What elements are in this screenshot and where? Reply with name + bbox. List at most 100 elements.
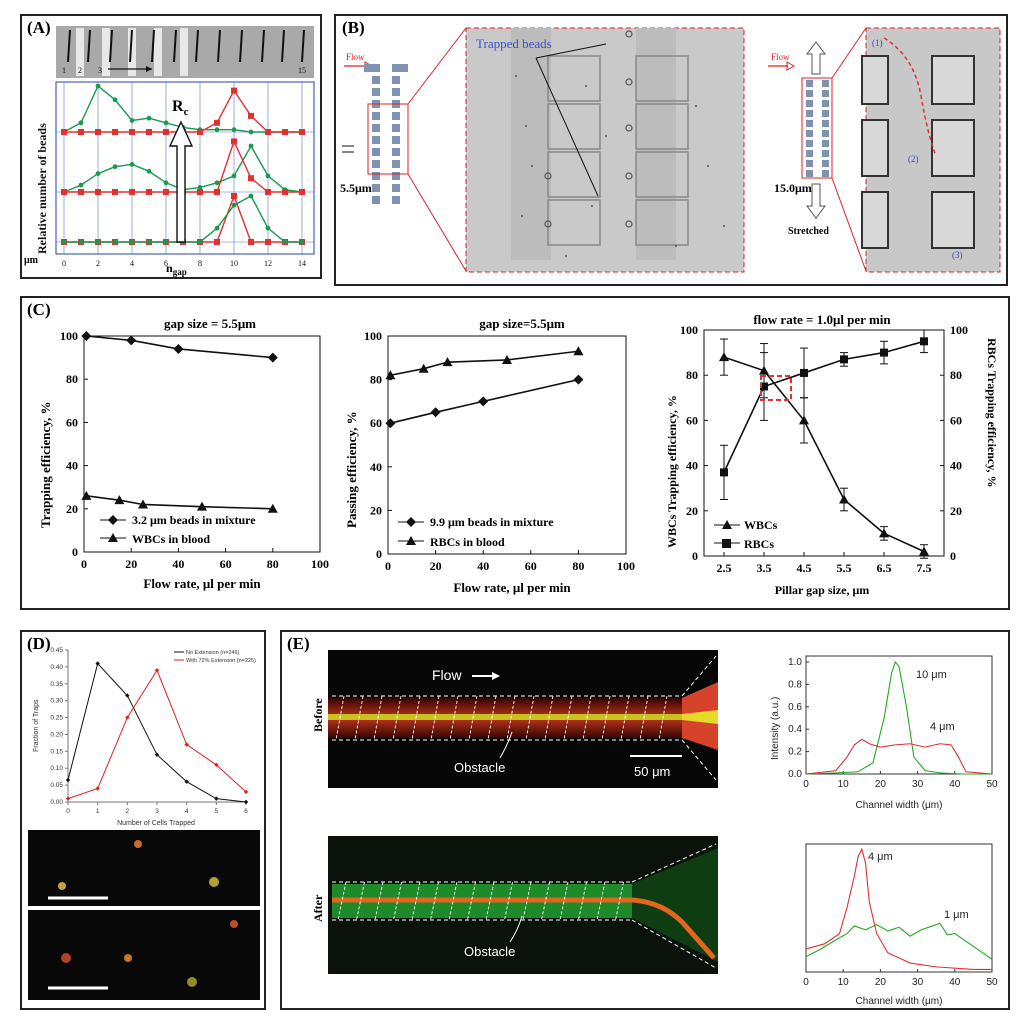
trapped-beads-label: Trapped beads — [476, 36, 552, 51]
strip-number-2: 2 — [78, 66, 82, 75]
flow-arrowhead-right — [786, 61, 796, 71]
series-line-1 — [805, 847, 992, 970]
series-line-2 — [805, 738, 993, 775]
obstacle-slant — [356, 881, 365, 921]
stretched-traps — [861, 55, 975, 249]
data-point-square — [146, 189, 152, 195]
fluorescent-cells-1 — [58, 840, 219, 890]
y-tick-label: 20 — [686, 504, 698, 518]
zoom-line-3 — [831, 27, 867, 79]
data-point-square — [214, 119, 220, 126]
pillar-array-right — [806, 80, 829, 177]
chart3-legend-1: WBCs — [744, 518, 778, 532]
y-tick-label: 80 — [370, 373, 382, 387]
data-point-circle — [163, 239, 169, 245]
pillar — [822, 120, 829, 127]
pillar — [372, 136, 380, 144]
x-tick-label: 0 — [803, 779, 809, 790]
data-point-square — [920, 337, 928, 346]
obstacle-label-1: Obstacle — [454, 760, 505, 775]
data-point-square — [231, 87, 237, 94]
x-tick-label: 60 — [220, 557, 232, 571]
series-line-2 — [723, 340, 925, 473]
panel-a-ylabel: Relative number of beads — [35, 123, 49, 254]
crossover-highlight-box — [760, 375, 792, 401]
data-point-diamond — [173, 343, 184, 354]
y-tick-label: 0.45 — [50, 647, 63, 654]
plot1-series — [805, 660, 993, 775]
panel-d-label: (D) — [27, 634, 51, 653]
x-tick-label: 7.5 — [917, 561, 932, 575]
pillar — [806, 160, 813, 167]
y-right-tick-label: 60 — [950, 413, 962, 427]
plot2-annotation-1: 4 μm — [868, 851, 893, 863]
chart1-legend: 3.2 μm beads in mixture WBCs in blood — [100, 513, 256, 546]
data-point-triangle — [573, 346, 584, 356]
pillar — [372, 160, 380, 168]
strip-arrowhead — [146, 66, 152, 72]
intensity-plot-before: 0 10 20 30 40 50 0.0 0.2 0.4 0.6 0.8 1.0 Intensity … — [770, 655, 998, 811]
data-point-square — [95, 189, 101, 195]
data-point-triangle — [81, 490, 92, 500]
x-tick-label: 40 — [949, 779, 961, 790]
panel-d-legend: No Extension (n=246) With 72% Extension … — [174, 650, 256, 664]
obstacle-slant — [522, 881, 532, 921]
data-point-square — [231, 138, 237, 145]
rc-arrow — [168, 120, 194, 243]
pillar — [822, 90, 829, 97]
panel-d: (D) 0 1 2 3 4 5 6 0.00 0.05 0.10 0.15 0.20 0.25 0.30 0… — [20, 630, 266, 1010]
data-point-square — [197, 189, 203, 195]
obstacle-slant — [639, 695, 649, 741]
data-point-square — [231, 193, 237, 199]
data-point-circle — [248, 129, 254, 135]
x-tick-label: 10 — [230, 259, 238, 268]
chart-cells-trapped: 0 1 2 3 4 5 6 0.00 0.05 0.10 0.15 0.20 0.25 0.30 0.35 0… — [33, 647, 256, 827]
chart2-ylabel: Passing efficiency, % — [344, 411, 359, 528]
fluorescence-image-1 — [28, 830, 260, 906]
series-line-1 — [805, 660, 992, 775]
x-tick-label: 2.5 — [717, 561, 732, 575]
flow-label-left: Flow — [346, 52, 365, 62]
data-point-circle — [146, 168, 152, 174]
x-tick-label: 12 — [264, 259, 272, 268]
trap-cells — [547, 55, 689, 246]
data-point-square — [214, 239, 220, 245]
obstacle-slant — [467, 881, 476, 921]
before-outlet-center — [682, 710, 718, 724]
obstacle-slant — [468, 695, 478, 741]
pillar — [392, 160, 400, 168]
x-tick-label: 40 — [477, 559, 489, 573]
obstacle-slant — [393, 881, 402, 921]
pillar — [392, 148, 400, 156]
panel-d-xlabel: Number of Cells Trapped — [117, 820, 195, 827]
data-point-circle — [231, 127, 237, 133]
pillar — [806, 170, 813, 177]
y-tick-label: 0.30 — [50, 698, 63, 705]
flow-label-e: Flow — [432, 667, 462, 683]
chart1-frame — [83, 335, 321, 553]
y-tick-label: 60 — [686, 413, 698, 427]
obstacle-slant — [354, 695, 364, 741]
data-point-circle — [95, 239, 101, 245]
data-point-square — [214, 189, 220, 195]
y-tick-label: 80 — [686, 368, 698, 382]
data-point-circle — [265, 173, 271, 179]
x-tick-label: 80 — [267, 557, 279, 571]
obstacle-slant — [578, 881, 587, 921]
data-point-triangle — [197, 501, 207, 511]
data-point-square — [78, 129, 84, 135]
y-tick-label: 0 — [72, 545, 78, 559]
data-point-square — [61, 129, 67, 135]
y-tick-label: 0.40 — [50, 664, 63, 671]
x-tick-label: 60 — [525, 559, 537, 573]
zoom-box-right — [801, 77, 833, 179]
pillar — [372, 184, 380, 192]
obstacle-slant — [337, 881, 347, 921]
data-point-circle — [282, 239, 288, 245]
pillar — [822, 140, 829, 147]
pillar — [806, 140, 813, 147]
pillar — [392, 64, 400, 72]
after-outlet-fan — [632, 848, 718, 962]
panel-b-label: (B) — [342, 18, 365, 37]
panel-a-label: (A) — [27, 18, 51, 37]
